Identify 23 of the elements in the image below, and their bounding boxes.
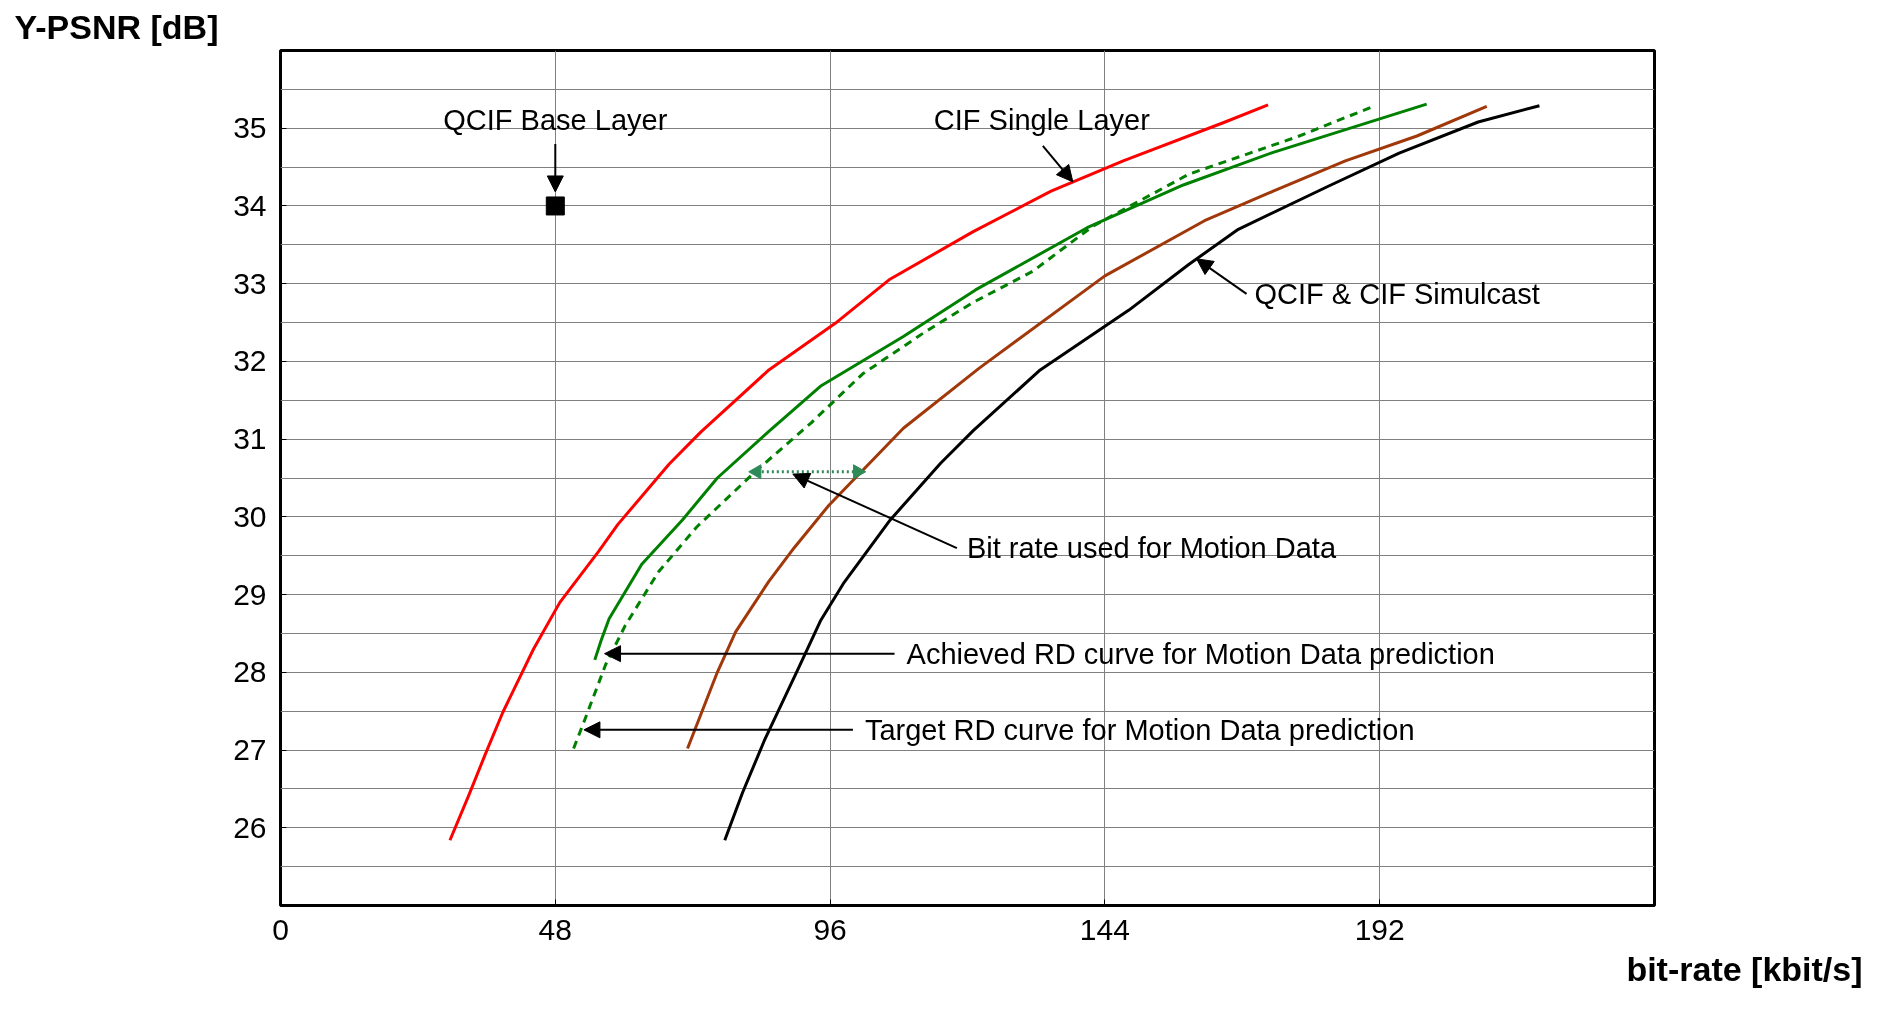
y-tick-label: 26 bbox=[233, 810, 267, 844]
y-tick-label: 29 bbox=[233, 577, 267, 611]
x-tick-label: 144 bbox=[1079, 912, 1130, 946]
annotation: QCIF & CIF Simulcast bbox=[1254, 277, 1540, 310]
annotation: Target RD curve for Motion Data prediction bbox=[864, 713, 1415, 746]
annotation: CIF Single Layer bbox=[933, 103, 1151, 136]
annotation: Bit rate used for Motion Data bbox=[966, 532, 1337, 565]
x-tick-label: 48 bbox=[538, 912, 572, 946]
y-tick-label: 35 bbox=[233, 111, 267, 145]
annotation: QCIF Base Layer bbox=[443, 103, 668, 136]
x-axis-title: bit-rate [kbit/s] bbox=[1626, 949, 1863, 988]
y-tick-label: 33 bbox=[233, 266, 267, 300]
y-tick-label: 28 bbox=[233, 655, 267, 689]
x-tick-label: 192 bbox=[1354, 912, 1405, 946]
x-tick-label: 0 bbox=[272, 912, 289, 946]
y-tick-label: 32 bbox=[233, 344, 267, 378]
y-tick-label: 30 bbox=[233, 499, 267, 533]
y-tick-label: 31 bbox=[233, 422, 267, 456]
y-axis-title: Y-PSNR [dB] bbox=[14, 7, 219, 46]
y-tick-label: 27 bbox=[233, 733, 267, 767]
y-tick-label: 34 bbox=[233, 188, 267, 222]
annotation: Achieved RD curve for Motion Data prediction bbox=[906, 637, 1495, 670]
x-tick-label: 96 bbox=[813, 912, 847, 946]
